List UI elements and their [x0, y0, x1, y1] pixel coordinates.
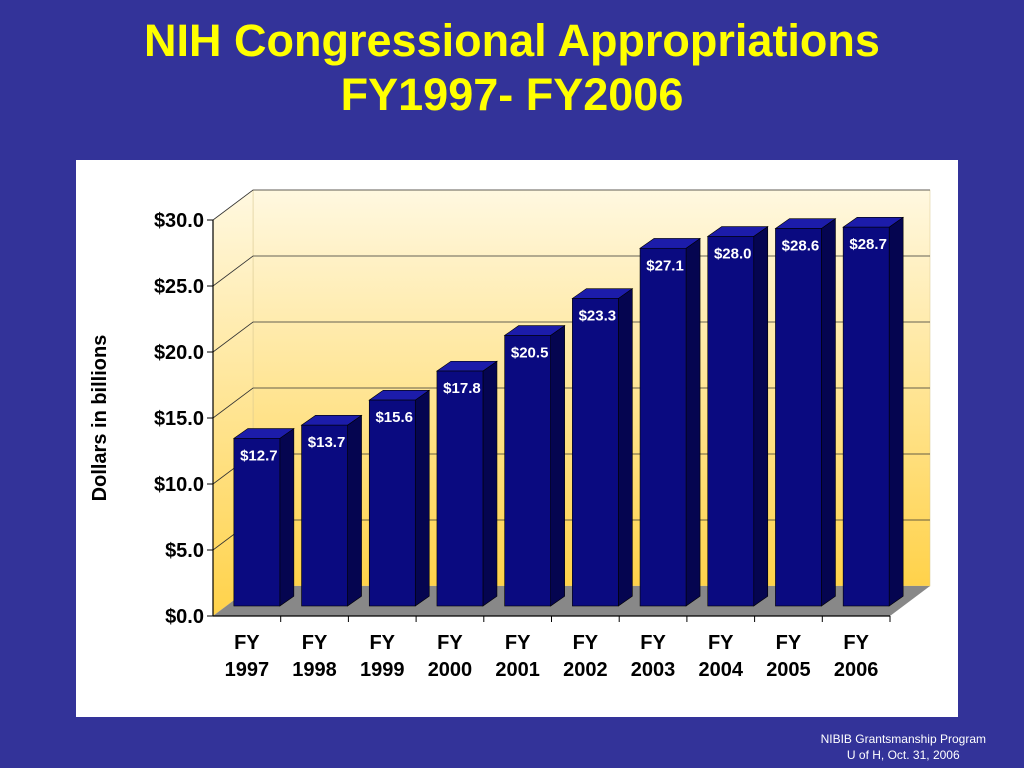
- footer: NIBIB Grantsmanship Program U of H, Oct.…: [821, 731, 986, 763]
- x-tick-label: 2002: [563, 659, 608, 681]
- y-tick-label: $30.0: [154, 210, 204, 232]
- x-tick-label: FY: [776, 632, 802, 654]
- footer-line-2: U of H, Oct. 31, 2006: [846, 748, 960, 762]
- x-tick-label: FY: [369, 632, 395, 654]
- bar: [707, 236, 755, 607]
- x-tick-label: FY: [708, 632, 734, 654]
- x-tick-label: 2003: [631, 659, 676, 681]
- bar-data-label: $28.0: [714, 245, 752, 262]
- x-tick-label: FY: [234, 632, 260, 654]
- bar-data-label: $12.7: [240, 447, 278, 464]
- bar-side: [279, 427, 295, 607]
- bar-side: [482, 360, 498, 607]
- title-line-2: FY1997- FY2006: [340, 69, 684, 120]
- bar: [842, 226, 890, 607]
- bar: [572, 298, 619, 607]
- title-line-1: NIH Congressional Appropriations: [144, 15, 880, 66]
- slide-title: NIH Congressional Appropriations FY1997-…: [0, 14, 1024, 122]
- bar-data-label: $27.1: [646, 257, 684, 274]
- bar: [639, 247, 687, 607]
- y-gridline: [212, 321, 930, 353]
- bar: [368, 399, 416, 607]
- x-tick-label: FY: [843, 632, 869, 654]
- bar-data-label: $15.6: [375, 409, 413, 426]
- y-axis-label: Dollars in billions: [89, 335, 111, 502]
- x-tick-label: 2001: [495, 659, 540, 681]
- bar-chart: $0.0 $5.0 $10.0 $15.0 $20.0 $25.0 $30.0 Dollars…: [89, 189, 931, 681]
- bar-side: [414, 389, 430, 607]
- x-tick-label: FY: [573, 632, 599, 654]
- y-gridline: [212, 255, 930, 287]
- bar: [775, 228, 822, 607]
- bar-side: [685, 237, 701, 607]
- bar: [436, 370, 484, 607]
- y-tick-label: $25.0: [154, 276, 204, 298]
- x-tick-label: FY: [505, 632, 531, 654]
- x-tick-label: FY: [437, 632, 463, 654]
- bar-data-label: $28.7: [849, 236, 887, 253]
- y-tick-label: $15.0: [154, 408, 204, 430]
- bar: [301, 424, 348, 607]
- bar-side: [550, 325, 565, 607]
- bar-data-label: $23.3: [579, 307, 617, 324]
- chart-panel: $0.0 $5.0 $10.0 $15.0 $20.0 $25.0 $30.0 Dollars…: [76, 160, 958, 717]
- bar-data-label: $17.8: [443, 380, 481, 397]
- bar-data-label: $20.5: [511, 344, 549, 361]
- x-tick-label: 2005: [766, 659, 811, 681]
- y-tick-label: $10.0: [154, 474, 204, 496]
- bar-side: [888, 216, 904, 607]
- y-gridline: [212, 189, 930, 221]
- x-tick-label: 2006: [834, 659, 879, 681]
- bar-side: [347, 414, 362, 607]
- x-tick-label: FY: [640, 632, 666, 654]
- bar-side: [821, 218, 836, 607]
- x-tick-label: 2000: [428, 659, 473, 681]
- bar-data-label: $28.6: [782, 237, 820, 254]
- bar: [504, 335, 551, 607]
- y-tick-label: $5.0: [165, 540, 204, 562]
- x-tick-label: 1997: [225, 659, 270, 681]
- y-tick-label: $20.0: [154, 342, 204, 364]
- bar-data-label: $13.7: [308, 434, 346, 451]
- x-tick-label: 1998: [292, 659, 337, 681]
- footer-line-1: NIBIB Grantsmanship Program: [820, 732, 986, 746]
- x-tick-label: 2004: [699, 659, 744, 681]
- bar: [233, 438, 281, 607]
- y-gridline: [212, 387, 930, 419]
- x-tick-label: 1999: [360, 659, 405, 681]
- bar-side: [753, 226, 769, 607]
- x-tick-label: FY: [302, 632, 328, 654]
- bar-side: [618, 288, 633, 607]
- y-tick-label: $0.0: [165, 606, 204, 628]
